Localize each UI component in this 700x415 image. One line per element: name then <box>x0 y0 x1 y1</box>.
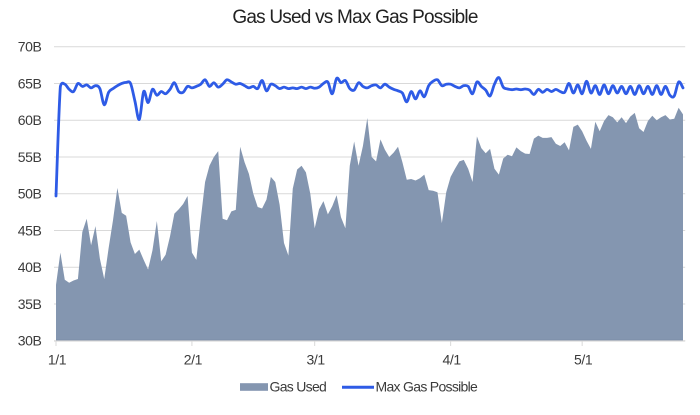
svg-text:60B: 60B <box>18 112 42 128</box>
svg-text:3/1: 3/1 <box>307 352 326 368</box>
svg-text:1/1: 1/1 <box>48 352 67 368</box>
svg-text:5/1: 5/1 <box>574 352 593 368</box>
svg-text:35B: 35B <box>18 296 42 312</box>
svg-text:2/1: 2/1 <box>184 352 203 368</box>
svg-text:50B: 50B <box>18 186 42 202</box>
svg-text:Gas Used vs Max Gas Possible: Gas Used vs Max Gas Possible <box>232 7 478 28</box>
svg-text:40B: 40B <box>18 259 42 275</box>
svg-text:55B: 55B <box>18 149 42 165</box>
svg-text:Gas Used: Gas Used <box>270 378 327 394</box>
svg-text:30B: 30B <box>18 333 42 349</box>
svg-text:65B: 65B <box>18 75 42 91</box>
svg-text:45B: 45B <box>18 222 42 238</box>
svg-text:Max Gas Possible: Max Gas Possible <box>376 378 479 394</box>
svg-text:70B: 70B <box>18 39 42 55</box>
svg-text:4/1: 4/1 <box>442 352 461 368</box>
